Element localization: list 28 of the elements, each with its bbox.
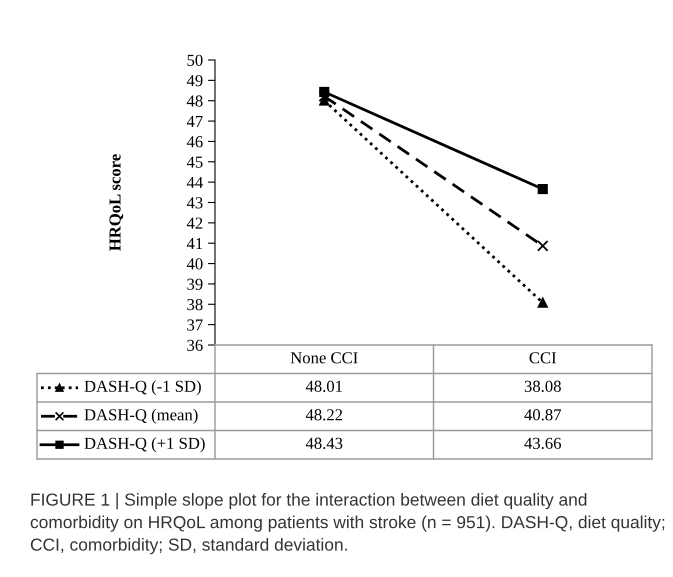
y-axis-title: HRQoL score bbox=[109, 154, 124, 251]
y-tick-label: 45 bbox=[186, 156, 203, 168]
y-tick-label: 39 bbox=[187, 278, 203, 290]
data-label: 48.43 bbox=[306, 438, 342, 449]
y-tick-label: 47 bbox=[186, 116, 203, 127]
y-tick-label: 49 bbox=[186, 75, 203, 86]
data-label: 40.87 bbox=[524, 409, 562, 420]
y-tick-label: 46 bbox=[186, 136, 203, 148]
y-tick-label: 40 bbox=[186, 258, 203, 270]
y-tick-label: 38 bbox=[187, 298, 203, 310]
x-tick-label: None CCI bbox=[290, 352, 358, 364]
y-tick-label: 48 bbox=[186, 95, 203, 107]
y-tick-label: 44 bbox=[186, 176, 203, 188]
y-tick-label: 43 bbox=[186, 197, 203, 208]
legend-label: DASH-Q (-1 SD) bbox=[84, 380, 201, 396]
legend-label: DASH-Q (+1 SD) bbox=[84, 437, 205, 452]
y-tick-label: 36 bbox=[187, 340, 203, 351]
y-tick-label: 41 bbox=[186, 238, 202, 249]
data-label: 38.08 bbox=[524, 380, 561, 392]
data-label: 43.66 bbox=[524, 438, 562, 449]
y-tick-label: 37 bbox=[187, 319, 203, 331]
x-tick-label: CCI bbox=[530, 352, 556, 364]
y-tick-label: 42 bbox=[186, 218, 202, 229]
y-tick-label: 50 bbox=[187, 54, 203, 66]
legend-label: DASH-Q (mean) bbox=[84, 408, 198, 424]
data-label: 48.01 bbox=[306, 380, 342, 392]
caption: FIGURE 1 | Simple slope plot for the interaction between diet quality and comorbidity on HRQoL among patients with stroke (n = 951). DASH-Q, diet quality; CCI, comorbidity; SD, standard deviation. bbox=[30, 493, 664, 554]
data-label: 48.22 bbox=[306, 409, 342, 420]
